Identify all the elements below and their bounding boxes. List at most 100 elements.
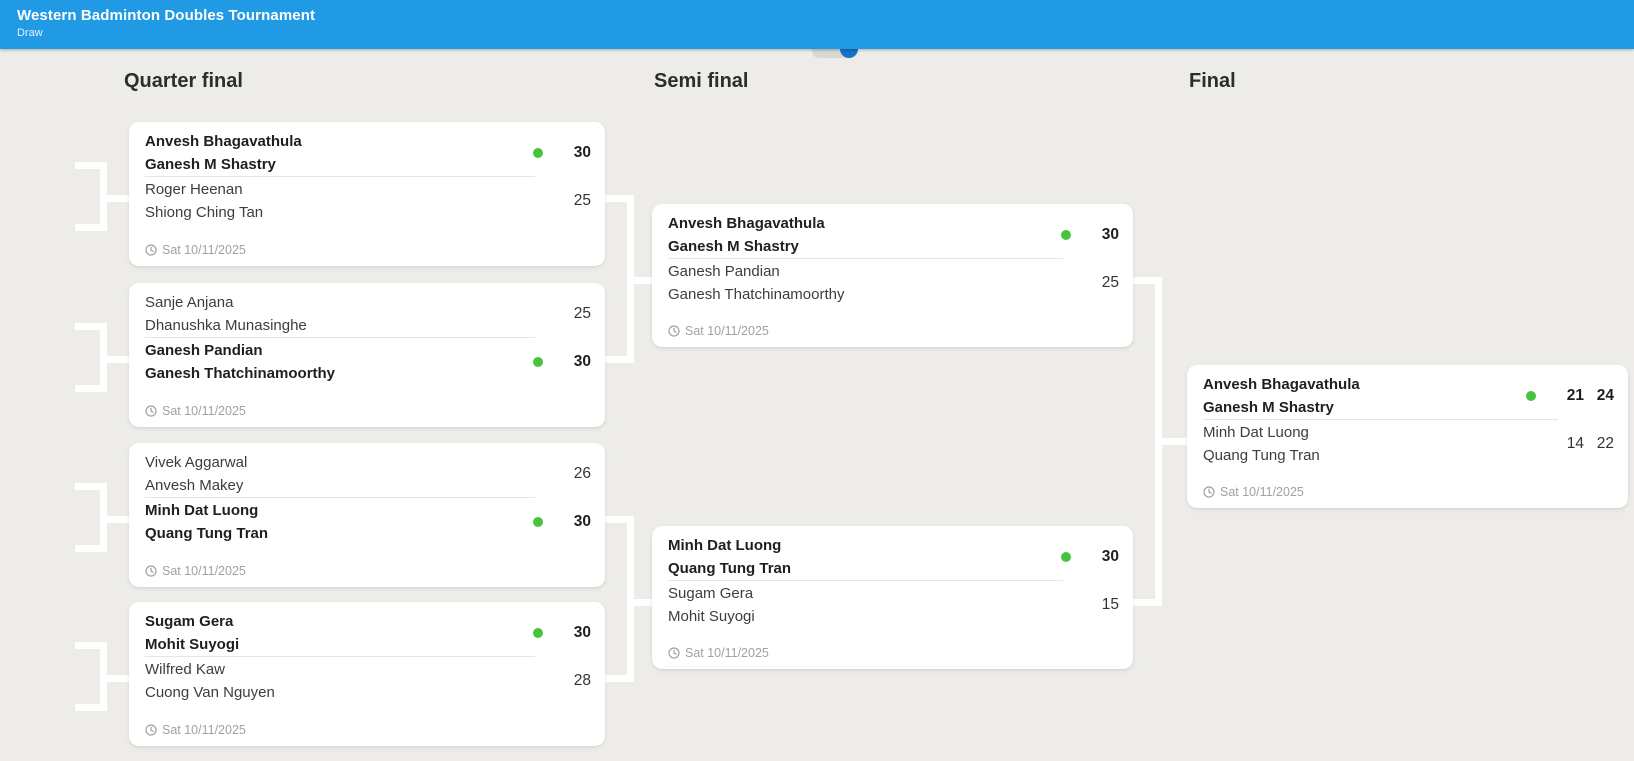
round-title-quarter-final: Quarter final bbox=[124, 70, 243, 92]
score-value: 14 bbox=[1566, 434, 1584, 452]
connector-line bbox=[75, 323, 107, 330]
round-title-final: Final bbox=[1189, 70, 1236, 92]
team-names: Wilfred Kaw Cuong Van Nguyen bbox=[145, 658, 569, 704]
connector-line bbox=[103, 516, 129, 523]
connector-line bbox=[75, 162, 107, 169]
connector-line bbox=[630, 277, 652, 284]
score-group: 28 bbox=[569, 672, 591, 690]
match-date: Sat 10/11/2025 bbox=[668, 324, 1119, 341]
player-name: Shiong Ching Tan bbox=[145, 203, 264, 221]
match-date: Sat 10/11/2025 bbox=[145, 243, 591, 260]
team-names: Vivek Aggarwal Anvesh Makey bbox=[145, 451, 569, 497]
score-value: 30 bbox=[573, 352, 591, 370]
team-names: Ganesh Pandian Ganesh Thatchinamoorthy bbox=[668, 260, 1097, 306]
team-names: Sugam Gera Mohit Suyogi bbox=[145, 610, 533, 656]
match-date-text: Sat 10/11/2025 bbox=[162, 723, 246, 737]
connector-line bbox=[103, 195, 129, 202]
connector-line bbox=[1158, 438, 1187, 445]
connector-line bbox=[605, 356, 634, 363]
winner-indicator-dot bbox=[1061, 229, 1071, 240]
score-value: 21 bbox=[1566, 386, 1584, 404]
player-name: Anvesh Bhagavathula bbox=[1203, 375, 1360, 393]
match-card-qf3[interactable]: Vivek Aggarwal Anvesh Makey 26 Minh Dat … bbox=[129, 443, 605, 587]
team-divider bbox=[668, 580, 1063, 581]
tournament-title: Western Badminton Doubles Tournament bbox=[17, 7, 316, 24]
player-name: Ganesh M Shastry bbox=[145, 155, 276, 173]
score-group: 30 bbox=[569, 144, 591, 162]
match-date: Sat 10/11/2025 bbox=[145, 404, 591, 421]
team-names: Roger Heenan Shiong Ching Tan bbox=[145, 178, 569, 224]
connector-line bbox=[75, 545, 107, 552]
match-card-sf2[interactable]: Minh Dat Luong Quang Tung Tran 30 Sugam … bbox=[652, 526, 1133, 669]
connector-line bbox=[1133, 599, 1162, 606]
winner-indicator-dot bbox=[533, 147, 543, 158]
team-row: Sugam Gera Mohit Suyogi 15 bbox=[668, 581, 1119, 628]
score-value: 30 bbox=[1101, 547, 1119, 565]
team-row: Roger Heenan Shiong Ching Tan 25 bbox=[145, 177, 591, 224]
match-date: Sat 10/11/2025 bbox=[145, 723, 591, 740]
score-value: 30 bbox=[573, 623, 591, 641]
player-name: Roger Heenan bbox=[145, 180, 243, 198]
team-names: Minh Dat Luong Quang Tung Tran bbox=[1203, 421, 1562, 467]
winner-indicator-dot bbox=[533, 516, 543, 527]
match-date: Sat 10/11/2025 bbox=[1203, 485, 1614, 502]
match-card-qf4[interactable]: Sugam Gera Mohit Suyogi 30 Wilfred Kaw C… bbox=[129, 602, 605, 746]
score-value: 24 bbox=[1596, 386, 1614, 404]
connector-line bbox=[75, 224, 107, 231]
team-names: Sanje Anjana Dhanushka Munasinghe bbox=[145, 291, 569, 337]
team-row: Ganesh Pandian Ganesh Thatchinamoorthy 3… bbox=[145, 338, 591, 385]
match-card-qf1[interactable]: Anvesh Bhagavathula Ganesh M Shastry 30 … bbox=[129, 122, 605, 266]
match-date-text: Sat 10/11/2025 bbox=[685, 324, 769, 338]
team-row: Anvesh Bhagavathula Ganesh M Shastry 21 … bbox=[1203, 372, 1614, 419]
team-divider bbox=[668, 258, 1063, 259]
player-name: Mohit Suyogi bbox=[668, 607, 755, 625]
team-row: Minh Dat Luong Quang Tung Tran 30 bbox=[668, 533, 1119, 580]
team-names: Anvesh Bhagavathula Ganesh M Shastry bbox=[668, 212, 1061, 258]
score-group: 25 bbox=[569, 305, 591, 323]
team-divider bbox=[145, 656, 535, 657]
player-name: Sanje Anjana bbox=[145, 293, 234, 311]
team-row: Ganesh Pandian Ganesh Thatchinamoorthy 2… bbox=[668, 259, 1119, 306]
score-value: 25 bbox=[573, 191, 591, 209]
match-date: Sat 10/11/2025 bbox=[145, 564, 591, 581]
score-value: 15 bbox=[1101, 595, 1119, 613]
match-card-qf2[interactable]: Sanje Anjana Dhanushka Munasinghe 25 Gan… bbox=[129, 283, 605, 427]
app-header: Western Badminton Doubles Tournament Dra… bbox=[0, 0, 1634, 49]
team-row: Sanje Anjana Dhanushka Munasinghe 25 bbox=[145, 290, 591, 337]
player-name: Ganesh Thatchinamoorthy bbox=[145, 364, 336, 382]
player-name: Minh Dat Luong bbox=[1203, 423, 1309, 441]
team-row: Wilfred Kaw Cuong Van Nguyen 28 bbox=[145, 657, 591, 704]
team-row: Anvesh Bhagavathula Ganesh M Shastry 30 bbox=[145, 129, 591, 176]
connector-line bbox=[75, 385, 107, 392]
player-name: Sugam Gera bbox=[668, 584, 754, 602]
clock-icon bbox=[145, 724, 157, 736]
player-name: Ganesh Pandian bbox=[668, 262, 780, 280]
match-date-text: Sat 10/11/2025 bbox=[162, 404, 246, 418]
score-group: 30 bbox=[569, 513, 591, 531]
connector-line bbox=[75, 642, 107, 649]
score-group: 15 bbox=[1097, 596, 1119, 614]
team-names: Minh Dat Luong Quang Tung Tran bbox=[145, 499, 533, 545]
team-divider bbox=[145, 176, 535, 177]
clock-icon bbox=[668, 647, 680, 659]
clock-icon bbox=[145, 405, 157, 417]
clock-icon bbox=[145, 565, 157, 577]
score-group: 30 bbox=[569, 624, 591, 642]
player-name: Minh Dat Luong bbox=[145, 501, 259, 519]
clock-icon bbox=[668, 325, 680, 337]
score-group: 30 bbox=[1097, 548, 1119, 566]
score-group: 25 bbox=[569, 192, 591, 210]
team-names: Ganesh Pandian Ganesh Thatchinamoorthy bbox=[145, 339, 533, 385]
team-names: Anvesh Bhagavathula Ganesh M Shastry bbox=[1203, 373, 1526, 419]
score-group: 26 bbox=[569, 465, 591, 483]
match-date-text: Sat 10/11/2025 bbox=[162, 564, 246, 578]
clock-icon bbox=[145, 244, 157, 256]
connector-line bbox=[103, 356, 129, 363]
match-date-text: Sat 10/11/2025 bbox=[685, 646, 769, 660]
page-subtitle-draw: Draw bbox=[17, 27, 43, 39]
team-divider bbox=[1203, 419, 1558, 420]
match-card-sf1[interactable]: Anvesh Bhagavathula Ganesh M Shastry 30 … bbox=[652, 204, 1133, 347]
player-name: Ganesh M Shastry bbox=[668, 237, 799, 255]
match-date-text: Sat 10/11/2025 bbox=[162, 243, 246, 257]
match-card-final[interactable]: Anvesh Bhagavathula Ganesh M Shastry 21 … bbox=[1187, 365, 1628, 508]
